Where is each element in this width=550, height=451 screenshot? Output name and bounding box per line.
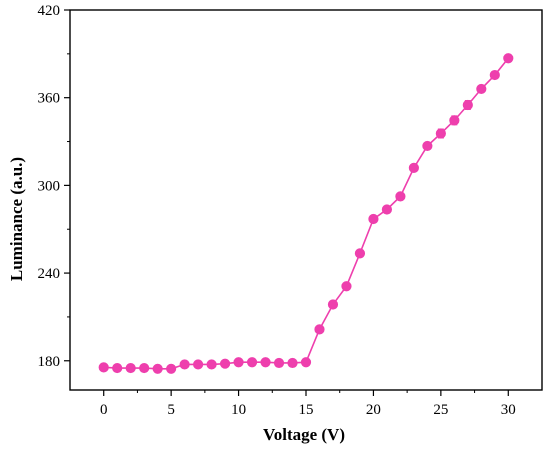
data-point — [98, 362, 109, 373]
x-tick-label: 5 — [167, 402, 175, 418]
data-point — [139, 362, 150, 374]
data-point — [273, 357, 285, 369]
data-point — [219, 358, 231, 369]
data-point — [193, 359, 204, 370]
axes — [69, 9, 543, 391]
data-point — [354, 248, 366, 259]
y-tick-label: 360 — [38, 91, 61, 107]
y-tick-label: 300 — [38, 178, 61, 194]
x-tick-label: 0 — [100, 402, 108, 418]
series-line — [103, 57, 509, 370]
data-point — [476, 83, 487, 95]
y-tick-label: 240 — [38, 266, 61, 282]
data-point — [408, 162, 419, 173]
data-point — [314, 324, 325, 335]
data-point — [287, 357, 298, 369]
data-point — [112, 362, 123, 374]
data-point — [233, 357, 244, 368]
data-point — [152, 363, 163, 374]
data-point — [125, 362, 136, 374]
data-point — [300, 357, 312, 368]
data-point — [327, 299, 339, 310]
y-tick-label: 420 — [38, 3, 61, 19]
data-point — [449, 115, 460, 126]
data-point — [395, 191, 406, 202]
data-point — [435, 128, 446, 139]
x-tick-label: 25 — [433, 402, 448, 418]
plot-frame — [69, 9, 543, 391]
y-tick-label: 180 — [38, 354, 61, 370]
data-point — [260, 357, 271, 368]
data-point — [489, 69, 500, 81]
data-point — [381, 204, 393, 215]
data-point — [462, 99, 473, 111]
data-point — [246, 357, 258, 368]
data-point — [368, 213, 379, 225]
data-point — [422, 140, 433, 152]
data-point — [206, 359, 217, 370]
data-point — [166, 363, 177, 374]
x-axis-title: Voltage (V) — [263, 425, 345, 444]
data-point — [341, 281, 352, 292]
x-tick-label: 10 — [231, 402, 246, 418]
x-tick-label: 15 — [299, 402, 314, 418]
x-tick-label: 30 — [501, 402, 516, 418]
y-axis-title: Luminance (a.u.) — [7, 157, 26, 281]
ticks: 0 5 10 15 20 25 30 180 240 300 360 420 — [38, 3, 516, 418]
data-point — [179, 359, 190, 370]
data-point — [503, 53, 514, 64]
series — [98, 53, 514, 374]
x-tick-label: 20 — [366, 402, 381, 418]
